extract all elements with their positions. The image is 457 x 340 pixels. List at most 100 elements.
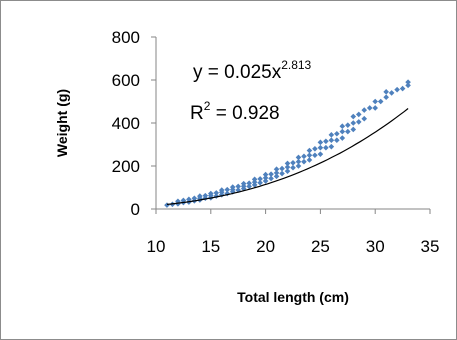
data-point	[317, 139, 324, 146]
power-trendline	[166, 108, 409, 205]
data-point	[372, 105, 378, 111]
data-point	[383, 94, 389, 100]
data-point	[164, 202, 170, 208]
data-point	[290, 164, 296, 171]
data-point	[366, 105, 373, 111]
data-point	[361, 115, 368, 122]
data-point	[273, 170, 280, 176]
data-point	[295, 158, 302, 165]
data-point	[339, 128, 346, 135]
data-points	[164, 79, 411, 208]
data-point	[262, 178, 269, 184]
data-point	[273, 173, 280, 180]
data-point	[279, 170, 285, 177]
x-tick-label: 20	[256, 237, 275, 256]
y-tick-label: 600	[112, 71, 140, 90]
data-point	[350, 113, 357, 120]
data-point	[224, 190, 231, 197]
data-point	[317, 144, 324, 151]
x-ticks: 10 15 20 25 30 35	[147, 209, 440, 256]
data-point	[388, 90, 395, 96]
data-point	[306, 152, 313, 159]
data-point	[312, 146, 318, 152]
data-point	[235, 183, 241, 190]
data-point	[284, 168, 291, 174]
data-point	[224, 186, 231, 193]
data-point	[268, 175, 274, 182]
data-point	[268, 171, 274, 177]
data-point	[405, 79, 411, 85]
data-point	[290, 159, 296, 166]
data-point	[394, 86, 400, 93]
equation-label: y = 0.025x2.813	[193, 58, 312, 83]
y-tick-label: 400	[112, 114, 140, 133]
data-point	[350, 126, 357, 133]
data-point	[257, 179, 263, 186]
y-tick-label: 800	[112, 28, 140, 47]
data-point	[235, 187, 241, 193]
x-tick-label: 15	[201, 237, 220, 256]
x-axis-title: Total length (cm)	[237, 289, 349, 305]
data-point	[301, 158, 307, 165]
data-point	[372, 98, 378, 105]
data-point	[345, 122, 351, 128]
r-squared-label: R2 = 0.928	[190, 99, 280, 124]
x-tick-label: 10	[147, 237, 166, 256]
data-point	[295, 163, 302, 169]
data-point	[377, 98, 384, 105]
data-point	[317, 151, 324, 157]
data-point	[339, 135, 346, 141]
data-point	[208, 190, 214, 197]
data-point	[334, 130, 340, 137]
data-point	[328, 143, 335, 150]
data-point	[229, 184, 236, 190]
data-point	[284, 164, 291, 170]
data-point	[383, 89, 389, 95]
x-tick-label: 25	[311, 237, 330, 256]
data-point	[361, 107, 368, 113]
data-point	[213, 190, 220, 196]
data-point	[323, 138, 329, 145]
data-point	[262, 175, 269, 181]
data-point	[262, 171, 269, 178]
y-axis-title: Weight (g)	[54, 89, 70, 157]
y-tick-label: 200	[112, 157, 140, 176]
data-point	[197, 193, 203, 199]
data-point	[246, 180, 252, 186]
y-tick-label: 0	[131, 200, 140, 219]
data-point	[355, 111, 362, 118]
data-point	[180, 197, 187, 204]
data-point	[312, 152, 318, 159]
x-tick-label: 30	[366, 237, 385, 256]
data-point	[218, 187, 225, 193]
data-point	[301, 153, 307, 160]
data-point	[240, 180, 247, 187]
data-point	[284, 160, 291, 167]
data-point	[355, 119, 362, 125]
equation-exponent: 2.813	[281, 58, 311, 72]
data-point	[306, 157, 313, 163]
data-point	[323, 144, 329, 151]
data-point	[175, 198, 181, 205]
data-point	[295, 154, 302, 161]
data-point	[273, 166, 280, 173]
data-point	[345, 128, 351, 135]
data-point	[328, 132, 335, 138]
data-point	[186, 196, 192, 203]
data-point	[246, 183, 252, 190]
data-point	[251, 176, 258, 183]
y-ticks: 0 200 400 600 800	[112, 28, 156, 219]
data-point	[339, 123, 346, 130]
data-point	[279, 165, 285, 172]
data-point	[334, 137, 340, 143]
data-point	[405, 82, 411, 89]
data-point	[399, 85, 406, 92]
data-point	[350, 120, 357, 126]
data-point	[257, 176, 263, 182]
data-point	[328, 137, 335, 143]
x-tick-label: 35	[421, 237, 440, 256]
data-point	[202, 192, 209, 199]
data-point	[306, 147, 313, 154]
